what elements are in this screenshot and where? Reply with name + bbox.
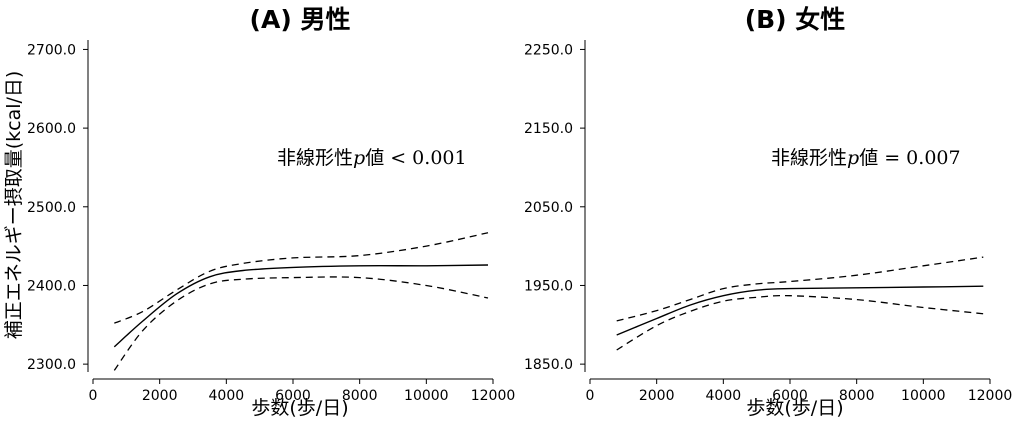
x-axis-label: 歩数(歩/日): [746, 397, 843, 419]
y-tick-label: 2600.0: [27, 121, 76, 137]
y-tick-label: 2400.0: [27, 278, 76, 294]
y-tick-label: 2700.0: [27, 42, 76, 58]
nonlinearity-annotation: 非線形性p値 = 0.007: [771, 147, 961, 169]
x-tick-label: 6000: [275, 388, 311, 404]
annotation-value: 値 < 0.001: [365, 147, 466, 169]
panel-female: (B) 女性 1850.0 1950.0 2050.0 2150.0 2250.0 0 200…: [524, 5, 1012, 419]
y-tick-label: 2500.0: [27, 200, 76, 216]
x-tick-label: 0: [586, 388, 595, 404]
annotation-value: 値 = 0.007: [859, 147, 960, 169]
x-tick-label: 12000: [968, 388, 1013, 404]
y-tick-label: 2300.0: [27, 357, 76, 373]
lower-ci-line: [616, 294, 984, 351]
chart-title: (A) 男性: [250, 5, 351, 34]
annotation-prefix: 非線形性: [771, 147, 847, 169]
annotation-p: p: [353, 147, 365, 169]
x-tick-label: 8000: [342, 388, 378, 404]
x-axis-label: 歩数(歩/日): [251, 397, 348, 419]
x-tick-label: 2000: [639, 388, 675, 404]
y-tick-label: 2050.0: [524, 200, 573, 216]
annotation-prefix: 非線形性: [277, 147, 353, 169]
x-tick-label: 6000: [772, 388, 808, 404]
x-tick-label: 4000: [706, 388, 742, 404]
upper-ci-line: [114, 232, 489, 324]
annotation-p: p: [847, 147, 859, 169]
x-tick-label: 8000: [839, 388, 875, 404]
y-tick-label: 2250.0: [524, 42, 573, 58]
nonlinearity-annotation: 非線形性p値 < 0.001: [277, 147, 467, 169]
x-tick-label: 12000: [471, 388, 516, 404]
upper-ci-line: [616, 256, 984, 322]
x-tick-label: 2000: [142, 388, 178, 404]
lower-ci-line: [113, 276, 489, 371]
y-axis-label: 補正エネルギー摂取量(kcal/日): [3, 71, 25, 340]
x-tick-label: 0: [89, 388, 98, 404]
chart-title: (B) 女性: [745, 5, 846, 34]
x-tick-label: 10000: [404, 388, 449, 404]
y-tick-label: 1950.0: [524, 278, 573, 294]
panel-male: (A) 男性 2300.0 2400.0 2500.0 2600.0 2700.0 0 200…: [3, 5, 515, 419]
x-tick-label: 10000: [901, 388, 946, 404]
y-tick-label: 2150.0: [524, 121, 573, 137]
estimate-line: [616, 285, 984, 336]
x-tick-label: 4000: [209, 388, 245, 404]
y-tick-label: 1850.0: [524, 357, 573, 373]
estimate-line: [113, 264, 489, 348]
